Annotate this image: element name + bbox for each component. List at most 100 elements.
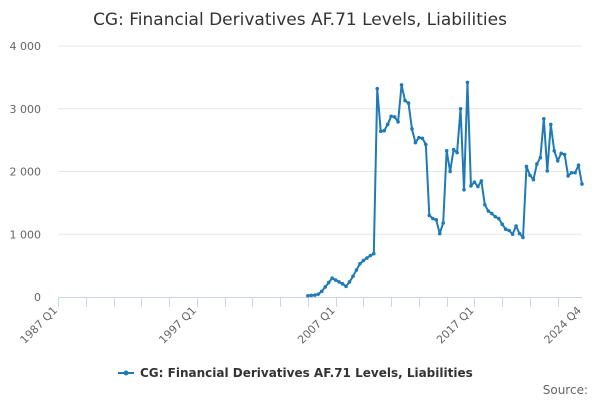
data-point[interactable] [552, 148, 557, 153]
data-point[interactable] [573, 170, 577, 175]
y-axis: 0 1 000 2 000 3 000 4 000 [10, 40, 42, 304]
y-tick-label: 2 000 [10, 166, 42, 179]
data-point[interactable] [323, 285, 328, 289]
data-point[interactable] [427, 213, 432, 218]
legend[interactable]: CG: Financial Derivatives AF.71 Levels, … [118, 366, 473, 380]
data-point[interactable] [337, 280, 341, 284]
data-point[interactable] [424, 142, 428, 147]
data-point[interactable] [507, 228, 511, 233]
data-point[interactable] [368, 253, 373, 258]
data-point[interactable] [472, 180, 477, 184]
data-point[interactable] [396, 120, 400, 124]
data-point[interactable] [528, 173, 532, 178]
data-point[interactable] [451, 147, 456, 152]
data-point[interactable] [385, 122, 390, 127]
data-point[interactable] [344, 284, 348, 289]
series-plot [306, 80, 584, 298]
data-point[interactable] [569, 170, 574, 175]
data-point[interactable] [486, 209, 491, 213]
data-point[interactable] [410, 127, 414, 131]
data-point[interactable] [309, 293, 314, 298]
x-tick-label: 2017 Q1 [434, 304, 477, 347]
data-point[interactable] [476, 184, 480, 189]
data-point[interactable] [479, 179, 484, 183]
data-point[interactable] [524, 164, 529, 169]
y-tick-label: 1 000 [10, 228, 42, 241]
data-point[interactable] [378, 129, 383, 134]
legend-marker-symbol [123, 370, 129, 376]
data-point[interactable] [580, 182, 584, 186]
data-point[interactable] [358, 261, 362, 266]
data-point[interactable] [333, 278, 338, 282]
data-point[interactable] [420, 136, 425, 141]
data-point[interactable] [448, 169, 452, 174]
data-point[interactable] [517, 231, 522, 236]
data-point[interactable] [566, 174, 570, 178]
data-point[interactable] [542, 116, 546, 121]
data-point[interactable] [340, 282, 345, 286]
data-point[interactable] [382, 128, 387, 133]
data-point[interactable] [312, 293, 317, 297]
data-point[interactable] [365, 256, 369, 260]
data-point[interactable] [319, 289, 324, 294]
data-point[interactable] [326, 280, 331, 285]
data-point[interactable] [392, 115, 397, 119]
data-point[interactable] [434, 218, 439, 222]
data-point[interactable] [361, 258, 366, 263]
data-point[interactable] [521, 235, 525, 240]
data-point[interactable] [316, 292, 321, 296]
data-point[interactable] [496, 216, 501, 221]
data-point[interactable] [441, 221, 445, 225]
chart-title: CG: Financial Derivatives AF.71 Levels, … [93, 10, 507, 30]
data-point[interactable] [430, 216, 435, 221]
data-point[interactable] [562, 152, 567, 157]
data-point[interactable] [462, 187, 466, 192]
data-point[interactable] [493, 214, 498, 219]
data-point[interactable] [306, 293, 310, 298]
y-tick-label: 4 000 [10, 40, 42, 53]
data-point[interactable] [406, 101, 411, 105]
data-point[interactable] [500, 222, 504, 227]
data-point[interactable] [559, 151, 563, 156]
data-point[interactable] [347, 280, 352, 284]
data-point[interactable] [403, 98, 407, 103]
x-tick-label: 2007 Q1 [295, 304, 338, 347]
data-point[interactable] [535, 162, 539, 166]
data-point[interactable] [576, 163, 581, 168]
data-point[interactable] [510, 232, 515, 237]
x-tick-label: 2024 Q4 [542, 304, 585, 347]
x-tick-label: 1987 Q1 [18, 304, 61, 347]
legend-item-label[interactable]: CG: Financial Derivatives AF.71 Levels, … [140, 366, 473, 380]
data-point[interactable] [375, 86, 380, 91]
series-line [306, 81, 583, 297]
data-point[interactable] [545, 169, 550, 173]
data-point[interactable] [455, 150, 459, 155]
data-point[interactable] [354, 268, 359, 272]
data-point[interactable] [444, 148, 449, 153]
data-point[interactable] [538, 155, 543, 160]
data-point[interactable] [503, 227, 508, 232]
data-point[interactable] [417, 135, 421, 140]
data-point[interactable] [465, 80, 470, 85]
data-point[interactable] [351, 274, 355, 279]
data-point[interactable] [371, 251, 376, 256]
x-axis: 1987 Q1 1997 Q1 2007 Q1 2017 Q1 2024 Q4 [18, 297, 585, 347]
data-point[interactable] [531, 177, 536, 182]
data-point[interactable] [399, 83, 404, 87]
x-tick-label: 1997 Q1 [156, 304, 199, 347]
data-point[interactable] [548, 122, 553, 127]
source-credit[interactable]: Source: [543, 383, 588, 397]
data-point[interactable] [469, 184, 473, 188]
y-tick-label: 0 [34, 291, 41, 304]
data-point[interactable] [389, 114, 393, 119]
data-point[interactable] [555, 159, 560, 163]
data-point[interactable] [483, 202, 487, 207]
data-point[interactable] [489, 211, 494, 216]
data-point[interactable] [413, 140, 418, 145]
grid-lines [58, 45, 582, 235]
data-point[interactable] [437, 231, 442, 236]
data-point[interactable] [330, 276, 334, 280]
data-point[interactable] [514, 224, 518, 228]
data-point[interactable] [458, 106, 463, 111]
y-tick-label: 3 000 [10, 103, 42, 116]
